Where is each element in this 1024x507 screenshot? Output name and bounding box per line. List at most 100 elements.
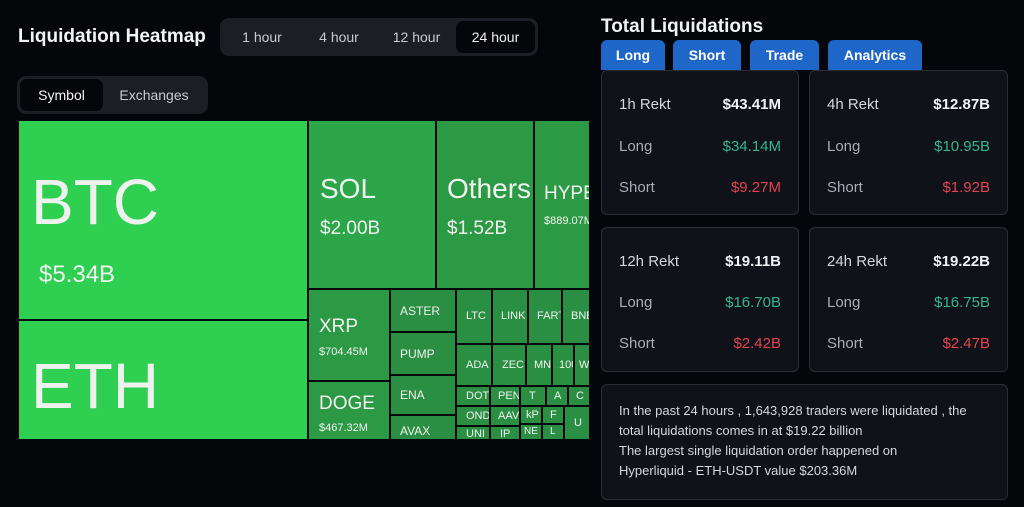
heatmap-cell-aster[interactable]: ASTER	[390, 289, 456, 332]
short-label: Short	[827, 178, 863, 196]
heatmap-cell-xrp[interactable]: XRP $704.45M	[308, 289, 390, 381]
liquidation-treemap: BTC $5.34B ETH SOL $2.00B Others $1.52B …	[18, 120, 590, 440]
rekt-total: $19.11B	[725, 252, 781, 270]
heatmap-cell-ada[interactable]: ADA	[456, 344, 492, 386]
heatmap-cell-pengu[interactable]: PENGU	[490, 386, 520, 406]
rekt-card-4h: 4h Rekt $12.87B Long $10.95B Short $1.92B	[809, 70, 1008, 215]
heatmap-cell-fartcoin[interactable]: FARTCOIN	[528, 289, 562, 344]
heatmap-cell-aave[interactable]: AAVE	[490, 406, 520, 426]
short-value: $2.47B	[942, 334, 990, 352]
heatmap-cell-ena[interactable]: ENA	[390, 375, 456, 415]
rekt-total: $19.22B	[933, 252, 990, 270]
long-value: $16.75B	[934, 293, 990, 311]
heatmap-cell-pump[interactable]: PUMP	[390, 332, 456, 375]
tab-long[interactable]: Long	[601, 40, 665, 70]
liquidation-summary: In the past 24 hours , 1,643,928 traders…	[601, 384, 1008, 500]
short-value: $2.42B	[733, 334, 781, 352]
heatmap-cell-ltc[interactable]: LTC	[456, 289, 492, 344]
view-option-symbol[interactable]: Symbol	[20, 79, 103, 111]
cell-symbol: DOT	[466, 390, 490, 402]
heatmap-cell-uni[interactable]: UNI	[456, 426, 490, 440]
time-option-24h[interactable]: 24 hour	[456, 21, 535, 53]
view-selector: Symbol Exchanges	[17, 76, 208, 114]
heatmap-cell-a[interactable]: A	[546, 386, 568, 406]
view-option-exchanges[interactable]: Exchanges	[119, 87, 189, 103]
summary-line: Hyperliquid - ETH-USDT value $203.36M	[619, 463, 858, 478]
cell-value: $704.45M	[319, 346, 368, 358]
heatmap-cell-zec[interactable]: ZEC	[492, 344, 526, 386]
heatmap-cell-w[interactable]: W	[574, 344, 590, 386]
summary-line: The largest single liquidation order hap…	[619, 443, 898, 458]
cell-symbol: SOL	[320, 173, 377, 204]
heatmap-cell-u[interactable]: U	[564, 406, 590, 440]
cell-symbol: NE	[524, 426, 538, 437]
heatmap-cell-hype[interactable]: HYPE $889.07M	[534, 120, 590, 289]
heatmap-cell-bnb[interactable]: BNB	[562, 289, 590, 344]
cell-symbol: U	[574, 417, 582, 429]
heatmap-cell-btc[interactable]: BTC $5.34B	[18, 120, 308, 320]
heatmap-cell-kp[interactable]: kP	[520, 406, 542, 424]
cell-symbol: ONDO	[466, 410, 490, 422]
heatmap-cell-dot[interactable]: DOT	[456, 386, 490, 406]
cell-value: $467.32M	[319, 422, 368, 434]
total-liquidations-title: Total Liquidations	[601, 16, 764, 37]
tab-analytics[interactable]: Analytics	[828, 40, 922, 70]
long-value: $16.70B	[725, 293, 781, 311]
heatmap-cell-avax[interactable]: AVAX	[390, 415, 456, 440]
cell-symbol: ADA	[466, 359, 489, 371]
cell-symbol: BNB	[571, 310, 589, 322]
time-option-1h[interactable]: 1 hour	[242, 29, 282, 45]
cell-symbol: ETH	[31, 350, 159, 422]
cell-symbol: Others	[447, 173, 532, 204]
cell-symbol: PENGU	[498, 390, 520, 402]
heatmap-cell-others[interactable]: Others $1.52B	[436, 120, 534, 289]
time-range-selector: 1 hour 4 hour 12 hour 24 hour	[220, 18, 538, 56]
rekt-total: $12.87B	[933, 95, 990, 113]
cell-symbol: DOGE	[319, 393, 375, 414]
short-label: Short	[827, 334, 863, 352]
rekt-label: 1h Rekt	[619, 95, 671, 113]
heatmap-cell-ondo[interactable]: ONDO	[456, 406, 490, 426]
short-value: $9.27M	[730, 178, 781, 196]
tab-short[interactable]: Short	[673, 40, 741, 70]
long-value: $10.95B	[934, 137, 990, 155]
long-label: Long	[619, 293, 653, 311]
cell-symbol: ASTER	[400, 304, 441, 318]
long-label: Long	[827, 293, 861, 311]
tab-trade[interactable]: Trade	[750, 40, 819, 70]
long-label: Long	[827, 137, 861, 155]
heatmap-cell-1000[interactable]: 1000	[552, 344, 574, 386]
heatmap-cell-f[interactable]: F	[542, 406, 564, 424]
heatmap-cell-eth[interactable]: ETH	[18, 320, 308, 440]
time-option-12h[interactable]: 12 hour	[392, 29, 441, 45]
cell-symbol: HYPE	[544, 183, 589, 204]
cell-symbol: A	[554, 390, 562, 402]
rekt-card-24h: 24h Rekt $19.22B Long $16.75B Short $2.47B	[809, 227, 1008, 372]
heatmap-title: Liquidation Heatmap	[18, 26, 206, 47]
heatmap-cell-link[interactable]: LINK	[492, 289, 528, 344]
rekt-label: 24h Rekt	[827, 252, 888, 270]
short-value: $1.92B	[942, 178, 990, 196]
heatmap-cell-l[interactable]: L	[542, 424, 564, 440]
cell-symbol: MNT	[534, 359, 552, 371]
cell-symbol: IP	[500, 428, 511, 440]
heatmap-cell-doge[interactable]: DOGE $467.32M	[308, 381, 390, 440]
rekt-label: 4h Rekt	[827, 95, 879, 113]
heatmap-cell-sol[interactable]: SOL $2.00B	[308, 120, 436, 289]
long-label: Long	[619, 137, 653, 155]
heatmap-cell-ip[interactable]: IP	[490, 426, 520, 440]
cell-symbol: XRP	[319, 316, 359, 337]
heatmap-cell-c[interactable]: C	[568, 386, 590, 406]
cell-symbol: 1000	[559, 359, 573, 371]
summary-line: In the past 24 hours , 1,643,928 traders…	[619, 403, 967, 418]
heatmap-cell-mnt[interactable]: MNT	[526, 344, 552, 386]
heatmap-cell-t[interactable]: T	[520, 386, 546, 406]
cell-value: $5.34B	[39, 261, 116, 288]
time-option-4h[interactable]: 4 hour	[319, 29, 359, 45]
cell-symbol: F	[550, 409, 557, 421]
heatmap-cell-ne[interactable]: NE	[520, 424, 542, 440]
cell-symbol: AAVE	[498, 410, 520, 422]
cell-symbol: BTC	[31, 166, 159, 238]
short-label: Short	[619, 334, 655, 352]
cell-symbol: LINK	[501, 310, 526, 322]
